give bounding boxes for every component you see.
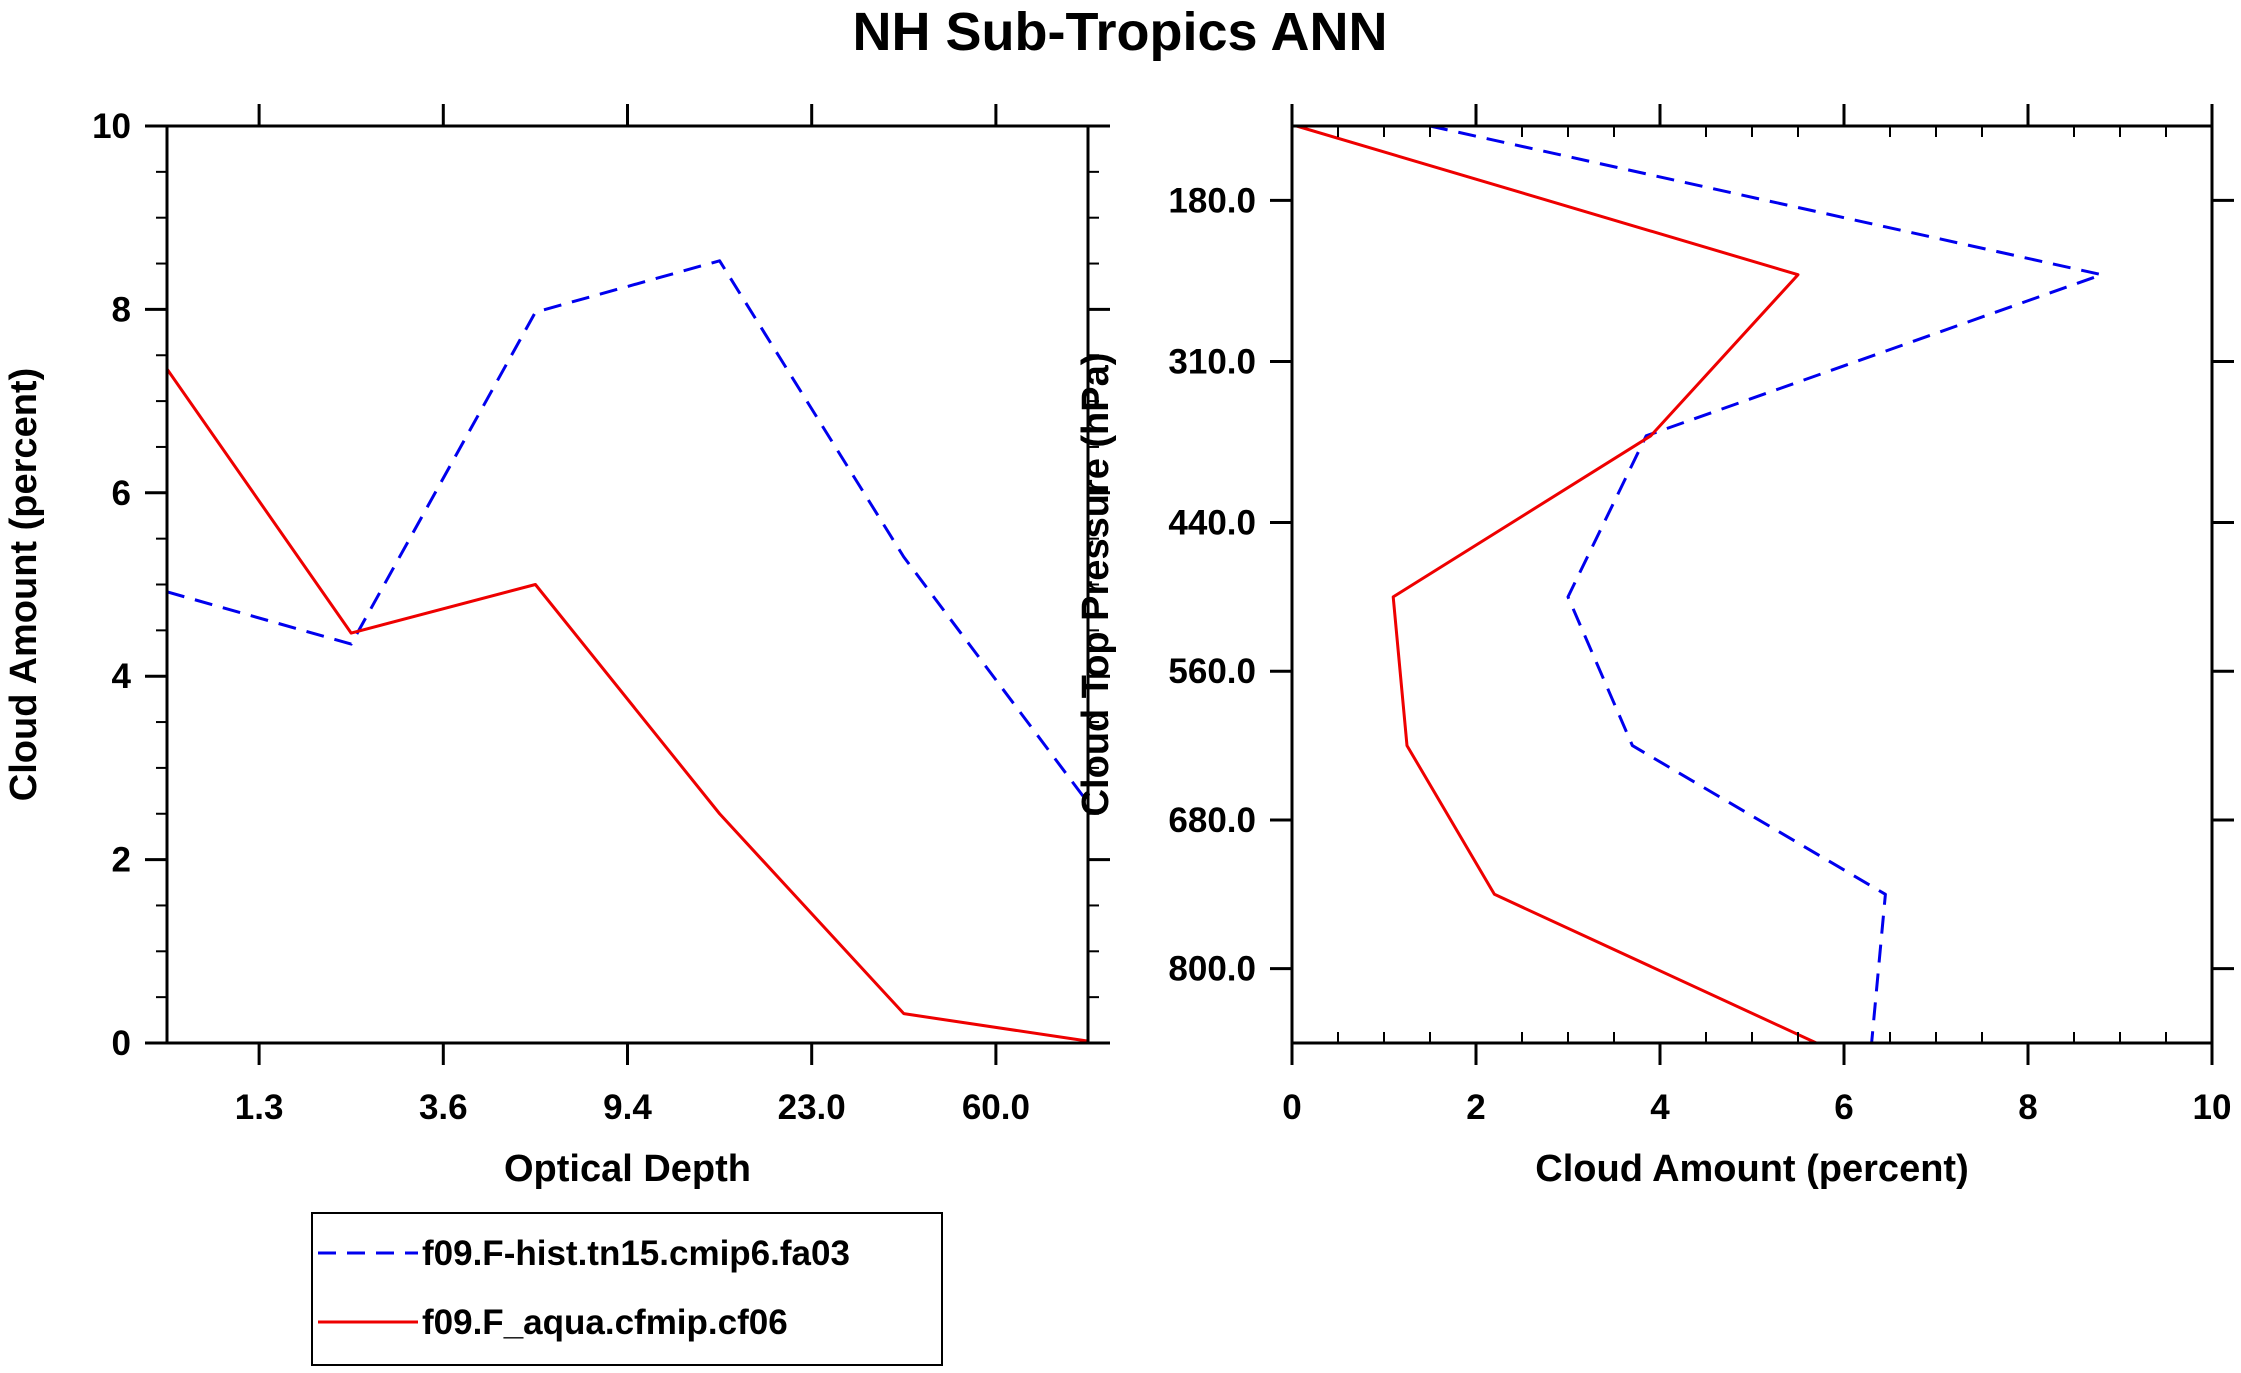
right-y-tick-label-800: 800.0	[1168, 950, 1256, 989]
right-y-tick-label-440: 440.0	[1168, 504, 1256, 543]
left-y-tick-label-0: 0	[112, 1024, 131, 1063]
right-x-tick-label-8: 8	[2018, 1088, 2037, 1127]
right-x-axis-label: Cloud Amount (percent)	[1535, 1148, 1968, 1190]
right-y-tick-label-680: 680.0	[1168, 801, 1256, 840]
right-y-tick-label-560: 560.0	[1168, 652, 1256, 691]
right-x-tick-label-4: 4	[1650, 1088, 1670, 1127]
legend-label-fa03: f09.F-hist.tn15.cmip6.fa03	[422, 1234, 850, 1273]
right-series-fa03-line	[1429, 124, 2104, 1044]
left-y-tick-label-6: 6	[112, 474, 131, 513]
left-x-tick-label-2: 9.4	[603, 1088, 652, 1127]
right-y-tick-label-310: 310.0	[1168, 342, 1256, 381]
legend-label-cf06: f09.F_aqua.cfmip.cf06	[422, 1303, 788, 1342]
right-y-tick-label-180: 180.0	[1168, 181, 1256, 220]
left-y-tick-label-8: 8	[112, 290, 131, 329]
left-y-axis-label: Cloud Amount (percent)	[3, 368, 45, 801]
pressure-panel: 0 2 4 6 8 10 180.0 310.0 440.0 560.0 680.0 800.0 Cl…	[1075, 104, 2234, 1190]
left-x-tick-label-1: 3.6	[419, 1088, 468, 1127]
right-x-tick-label-6: 6	[1834, 1088, 1853, 1127]
left-series-cf06-line	[165, 368, 1089, 1043]
left-y-tick-label-10: 10	[92, 107, 131, 146]
right-ticks-group: 0 2 4 6 8 10 180.0 310.0 440.0 560.0 680.0 800.0	[1168, 104, 2234, 1127]
right-x-tick-label-2: 2	[1466, 1088, 1485, 1127]
optical-depth-panel: 0 2 4 6 8 10 1.3 3.6 9.4 23.0 60.0 Optical Depth C…	[3, 104, 1110, 1190]
left-x-tick-label-3: 23.0	[778, 1088, 846, 1127]
right-series-cf06-line	[1296, 124, 1818, 1045]
right-series-group	[1296, 124, 2104, 1045]
left-x-tick-label-0: 1.3	[235, 1088, 284, 1127]
right-plot-frame	[1290, 124, 2214, 1045]
left-y-tick-label-4: 4	[112, 657, 132, 696]
right-y-axis-label: Cloud Top Pressure (hPa)	[1075, 353, 1117, 817]
right-x-tick-label-0: 0	[1282, 1088, 1301, 1127]
right-x-tick-label-10: 10	[2193, 1088, 2232, 1127]
left-plot-frame	[165, 124, 1090, 1045]
legend-box	[311, 1212, 943, 1366]
left-x-tick-label-4: 60.0	[962, 1088, 1030, 1127]
left-x-axis-label: Optical Depth	[504, 1148, 751, 1190]
left-series-fa03-line	[166, 259, 1090, 804]
left-ticks-group: 0 2 4 6 8 10 1.3 3.6 9.4 23.0 60.0	[92, 104, 1110, 1127]
left-series-group	[165, 259, 1090, 1043]
legend: f09.F-hist.tn15.cmip6.fa03 f09.F_aqua.cf…	[311, 1212, 943, 1366]
left-y-tick-label-2: 2	[112, 841, 131, 880]
figure-title: NH Sub-Tropics ANN	[852, 2, 1387, 62]
